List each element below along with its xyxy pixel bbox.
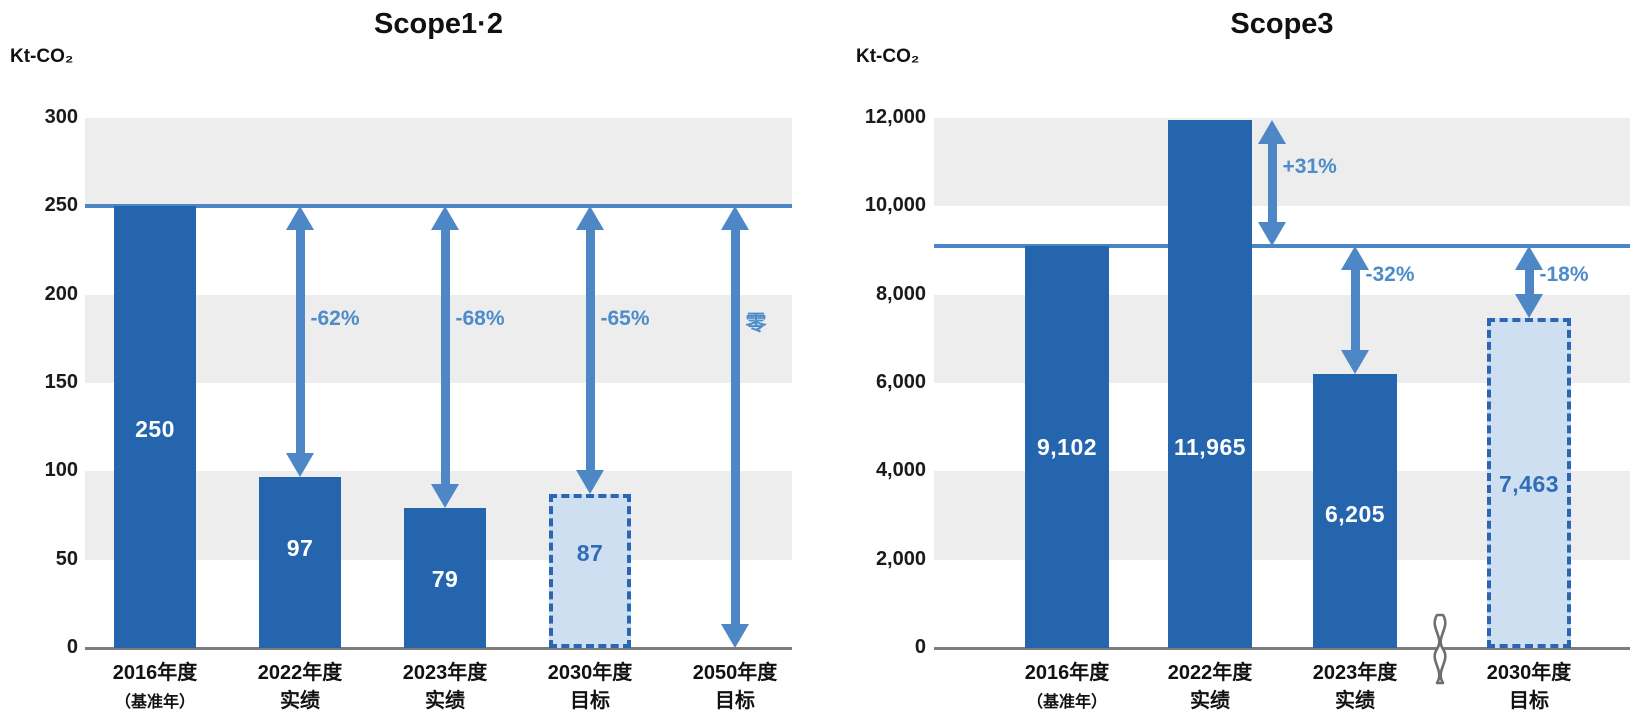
target-bar xyxy=(1487,318,1571,648)
change-percent-label: -18% xyxy=(1539,263,1589,286)
y-tick-label: 10,000 xyxy=(864,194,926,217)
arrow-head-down-icon xyxy=(431,484,459,509)
axis-break-icon xyxy=(1433,613,1447,685)
change-percent-label: -62% xyxy=(310,307,360,330)
y-tick-label: 200 xyxy=(44,282,78,305)
arrow-head-down-icon xyxy=(576,470,604,495)
bar-value-label: 250 xyxy=(135,416,175,442)
x-tick-sublabel: 目标 xyxy=(715,690,755,712)
bar xyxy=(1025,245,1109,648)
y-tick-label: 50 xyxy=(55,547,78,570)
x-tick-sublabel: （基准年） xyxy=(114,694,195,711)
arrow-head-up-icon xyxy=(576,206,604,231)
bar-value-label: 79 xyxy=(431,566,459,592)
bar xyxy=(114,206,196,648)
x-tick-label: 2030年度 xyxy=(1486,662,1572,684)
change-percent-label: -68% xyxy=(455,307,505,330)
change-percent-label: -65% xyxy=(600,307,650,330)
change-percent-label: -32% xyxy=(1365,263,1415,286)
unit-label-scope12: Kt-CO₂ xyxy=(10,46,74,67)
x-tick-label: 2016年度 xyxy=(112,662,198,684)
chart-title-scope12: Scope1·2 xyxy=(374,8,503,40)
bar-value-label: 9,102 xyxy=(1036,434,1098,460)
y-tick-label: 250 xyxy=(44,194,78,217)
y-tick-label: 0 xyxy=(66,636,78,658)
y-tick-label: 2,000 xyxy=(875,547,926,570)
unit-label-scope3: Kt-CO₂ xyxy=(856,46,920,67)
y-tick-label: 4,000 xyxy=(875,459,926,482)
change-percent-label: 零 xyxy=(745,312,767,335)
bar xyxy=(259,476,341,648)
x-tick-label: 2030年度 xyxy=(547,662,633,684)
x-tick-sublabel: 实绩 xyxy=(1335,690,1375,712)
arrow-head-down-icon xyxy=(1258,221,1286,246)
change-arrow-shaft xyxy=(730,228,740,626)
x-axis-line xyxy=(934,647,1630,650)
arrow-head-down-icon xyxy=(286,452,314,477)
change-arrow-shaft xyxy=(295,228,305,455)
y-tick-label: 150 xyxy=(44,371,78,393)
x-tick-sublabel: （基准年） xyxy=(1026,694,1107,711)
x-tick-label: 2016年度 xyxy=(1024,662,1110,684)
x-tick-sublabel: 实绩 xyxy=(1190,690,1230,712)
bar-value-label: 7,463 xyxy=(1498,471,1560,497)
bar-value-label: 6,205 xyxy=(1324,501,1386,527)
change-percent-label: +31% xyxy=(1282,155,1337,178)
y-tick-label: 300 xyxy=(44,106,78,128)
change-arrow-shaft xyxy=(1524,267,1534,297)
change-arrow-shaft xyxy=(585,228,595,473)
x-tick-label: 2023年度 xyxy=(402,662,488,684)
x-tick-sublabel: 目标 xyxy=(1509,690,1549,712)
chart-title-scope3: Scope3 xyxy=(1230,8,1334,40)
arrow-head-up-icon xyxy=(1515,245,1543,270)
x-tick-sublabel: 实绩 xyxy=(425,690,465,712)
grid-band xyxy=(85,118,792,207)
change-arrow-shaft xyxy=(1267,141,1277,224)
bar-value-label: 11,965 xyxy=(1173,434,1247,460)
y-tick-label: 6,000 xyxy=(875,371,926,393)
target-bar xyxy=(549,494,631,648)
y-tick-label: 12,000 xyxy=(864,106,926,128)
arrow-head-up-icon xyxy=(721,206,749,231)
arrow-head-up-icon xyxy=(431,206,459,231)
arrow-head-up-icon xyxy=(1341,245,1369,270)
arrow-head-up-icon xyxy=(286,206,314,231)
change-arrow-shaft xyxy=(440,228,450,487)
change-arrow-shaft xyxy=(1350,267,1360,352)
bar xyxy=(404,508,486,648)
grid-band xyxy=(85,294,792,383)
x-tick-label: 2022年度 xyxy=(257,662,343,684)
baseline-reference-line xyxy=(934,243,1630,248)
y-tick-label: 8,000 xyxy=(875,282,926,305)
arrow-head-down-icon xyxy=(1515,294,1543,319)
y-tick-label: 100 xyxy=(44,459,78,482)
bar-value-label: 97 xyxy=(286,535,314,561)
y-tick-label: 0 xyxy=(914,636,926,658)
bar xyxy=(1168,119,1252,648)
x-tick-label: 2022年度 xyxy=(1167,662,1253,684)
arrow-head-down-icon xyxy=(1341,349,1369,374)
x-tick-label: 2050年度 xyxy=(692,662,778,684)
arrow-head-down-icon xyxy=(721,624,749,648)
bar-value-label: 87 xyxy=(576,540,604,566)
bar xyxy=(1313,373,1397,648)
x-tick-sublabel: 目标 xyxy=(570,690,610,712)
x-tick-sublabel: 实绩 xyxy=(280,690,320,712)
arrow-head-up-icon xyxy=(1258,119,1286,144)
x-axis-line xyxy=(85,647,792,650)
x-tick-label: 2023年度 xyxy=(1312,662,1398,684)
